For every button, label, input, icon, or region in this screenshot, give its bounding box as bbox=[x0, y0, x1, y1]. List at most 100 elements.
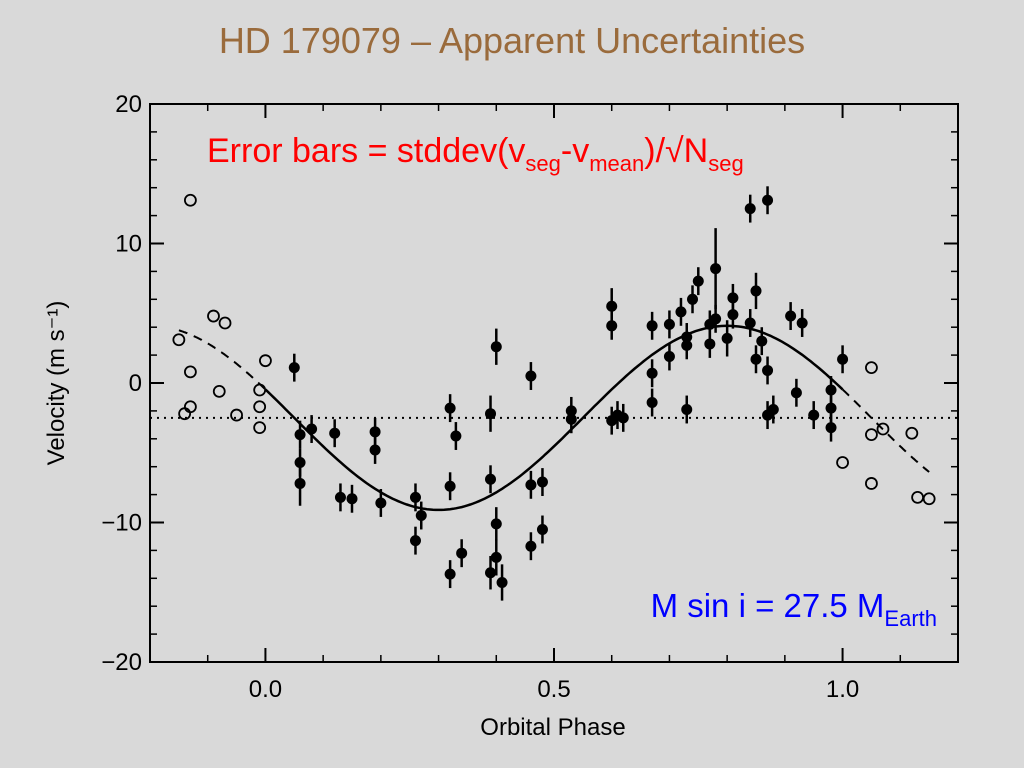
data-point-filled bbox=[329, 427, 341, 439]
data-point-filled bbox=[681, 331, 693, 343]
y-tick-label: 10 bbox=[115, 231, 142, 258]
y-tick-label: 20 bbox=[115, 91, 142, 118]
data-point-filled bbox=[675, 306, 687, 318]
data-point-open bbox=[212, 384, 226, 398]
data-point-open bbox=[253, 400, 267, 414]
data-point-filled bbox=[375, 497, 387, 509]
fit-curve bbox=[264, 324, 844, 512]
y-tick-label: −20 bbox=[101, 649, 142, 676]
data-point-filled bbox=[565, 413, 577, 425]
data-point-filled bbox=[687, 293, 699, 305]
data-point-open bbox=[178, 407, 192, 421]
data-point-filled bbox=[727, 292, 739, 304]
data-point-filled bbox=[808, 409, 820, 421]
data-point-open bbox=[230, 408, 243, 422]
data-point-filled bbox=[790, 387, 802, 399]
data-point-filled bbox=[646, 367, 658, 379]
data-point-open bbox=[259, 354, 272, 368]
x-tick-label: 1.0 bbox=[826, 676, 859, 703]
axis-ticks: 0.0 0.5 1.0 20 10 0 −10 −20 bbox=[101, 91, 958, 703]
chart-marks bbox=[150, 186, 958, 601]
data-point-filled bbox=[692, 275, 704, 287]
data-point-filled bbox=[490, 518, 502, 530]
data-point-filled bbox=[490, 341, 502, 353]
error-bars-annotation: Error bars = stddev(vseg-vmean)/√Nseg bbox=[207, 132, 744, 176]
data-point-filled bbox=[485, 567, 497, 579]
data-point-filled bbox=[450, 430, 462, 442]
data-point-open bbox=[876, 422, 890, 436]
data-point-filled bbox=[346, 493, 358, 505]
error-bars-mid: -v bbox=[561, 132, 589, 170]
x-tick-label: 0.0 bbox=[249, 676, 282, 703]
data-point-filled bbox=[606, 320, 618, 332]
data-point-filled bbox=[744, 317, 756, 329]
data-point-filled bbox=[710, 313, 722, 325]
data-point-filled bbox=[663, 350, 675, 362]
y-axis-label: Velocity (m s⁻¹) bbox=[43, 301, 70, 466]
data-point-open bbox=[865, 361, 878, 375]
data-point-filled bbox=[525, 370, 537, 382]
data-point-filled bbox=[704, 338, 716, 350]
data-point-open bbox=[172, 333, 186, 347]
x-axis-label: Orbital Phase bbox=[480, 714, 625, 741]
data-point-filled bbox=[496, 576, 508, 588]
msini-annotation: M sin i = 27.5 MEarth bbox=[651, 587, 937, 631]
data-point-filled bbox=[444, 480, 456, 492]
data-point-filled bbox=[727, 309, 739, 321]
data-point-open bbox=[253, 421, 267, 435]
data-point-filled bbox=[710, 263, 722, 275]
data-point-filled bbox=[606, 300, 618, 312]
data-point-filled bbox=[825, 402, 837, 414]
y-tick-label: −10 bbox=[101, 510, 142, 537]
data-point-filled bbox=[785, 310, 797, 322]
data-point-filled bbox=[837, 353, 849, 365]
data-point-open bbox=[207, 309, 220, 323]
data-point-filled bbox=[490, 551, 502, 563]
data-point-open bbox=[836, 456, 849, 469]
data-point-filled bbox=[825, 422, 837, 434]
data-point-open bbox=[911, 490, 924, 504]
y-tick-label: 0 bbox=[129, 370, 142, 397]
msini-sub-earth: Earth bbox=[884, 606, 937, 631]
data-point-open bbox=[183, 193, 197, 207]
data-point-filled bbox=[681, 404, 693, 416]
data-point-filled bbox=[485, 408, 497, 420]
data-point-filled bbox=[294, 477, 306, 489]
error-bars-tail: )/√N bbox=[644, 132, 708, 170]
data-point-filled bbox=[825, 384, 837, 396]
data-point-filled bbox=[536, 476, 548, 488]
data-point-open bbox=[922, 492, 936, 506]
data-point-filled bbox=[762, 194, 774, 206]
slide-title: HD 179079 – Apparent Uncertainties bbox=[218, 20, 806, 61]
error-bars-sub-mean: mean bbox=[589, 151, 644, 176]
data-point-filled bbox=[663, 318, 675, 330]
data-point-filled bbox=[721, 332, 733, 344]
data-point-filled bbox=[646, 320, 658, 332]
data-point-filled bbox=[617, 412, 629, 424]
data-point-filled bbox=[306, 423, 318, 435]
data-point-filled bbox=[288, 362, 300, 374]
data-point-open bbox=[865, 477, 878, 490]
data-point-filled bbox=[334, 491, 346, 503]
x-tick-label: 0.5 bbox=[537, 676, 570, 703]
data-point-filled bbox=[444, 402, 456, 414]
data-point-open bbox=[183, 365, 197, 379]
data-point-filled bbox=[409, 535, 421, 547]
data-point-filled bbox=[762, 364, 774, 376]
msini-text: M sin i = 27.5 M bbox=[651, 587, 885, 624]
data-point-filled bbox=[756, 335, 768, 347]
data-point-filled bbox=[525, 479, 537, 491]
data-point-filled bbox=[415, 510, 427, 522]
data-point-open bbox=[218, 316, 232, 330]
data-point-filled bbox=[369, 444, 381, 456]
data-point-filled bbox=[536, 523, 548, 535]
data-point-filled bbox=[762, 409, 774, 421]
data-point-open bbox=[253, 383, 267, 397]
data-point-filled bbox=[744, 203, 756, 215]
data-point-filled bbox=[294, 429, 306, 441]
data-point-filled bbox=[369, 426, 381, 438]
fit-curve-extension-right bbox=[841, 388, 930, 473]
fit-curve-extension-left bbox=[178, 329, 267, 391]
data-point-filled bbox=[750, 285, 762, 297]
